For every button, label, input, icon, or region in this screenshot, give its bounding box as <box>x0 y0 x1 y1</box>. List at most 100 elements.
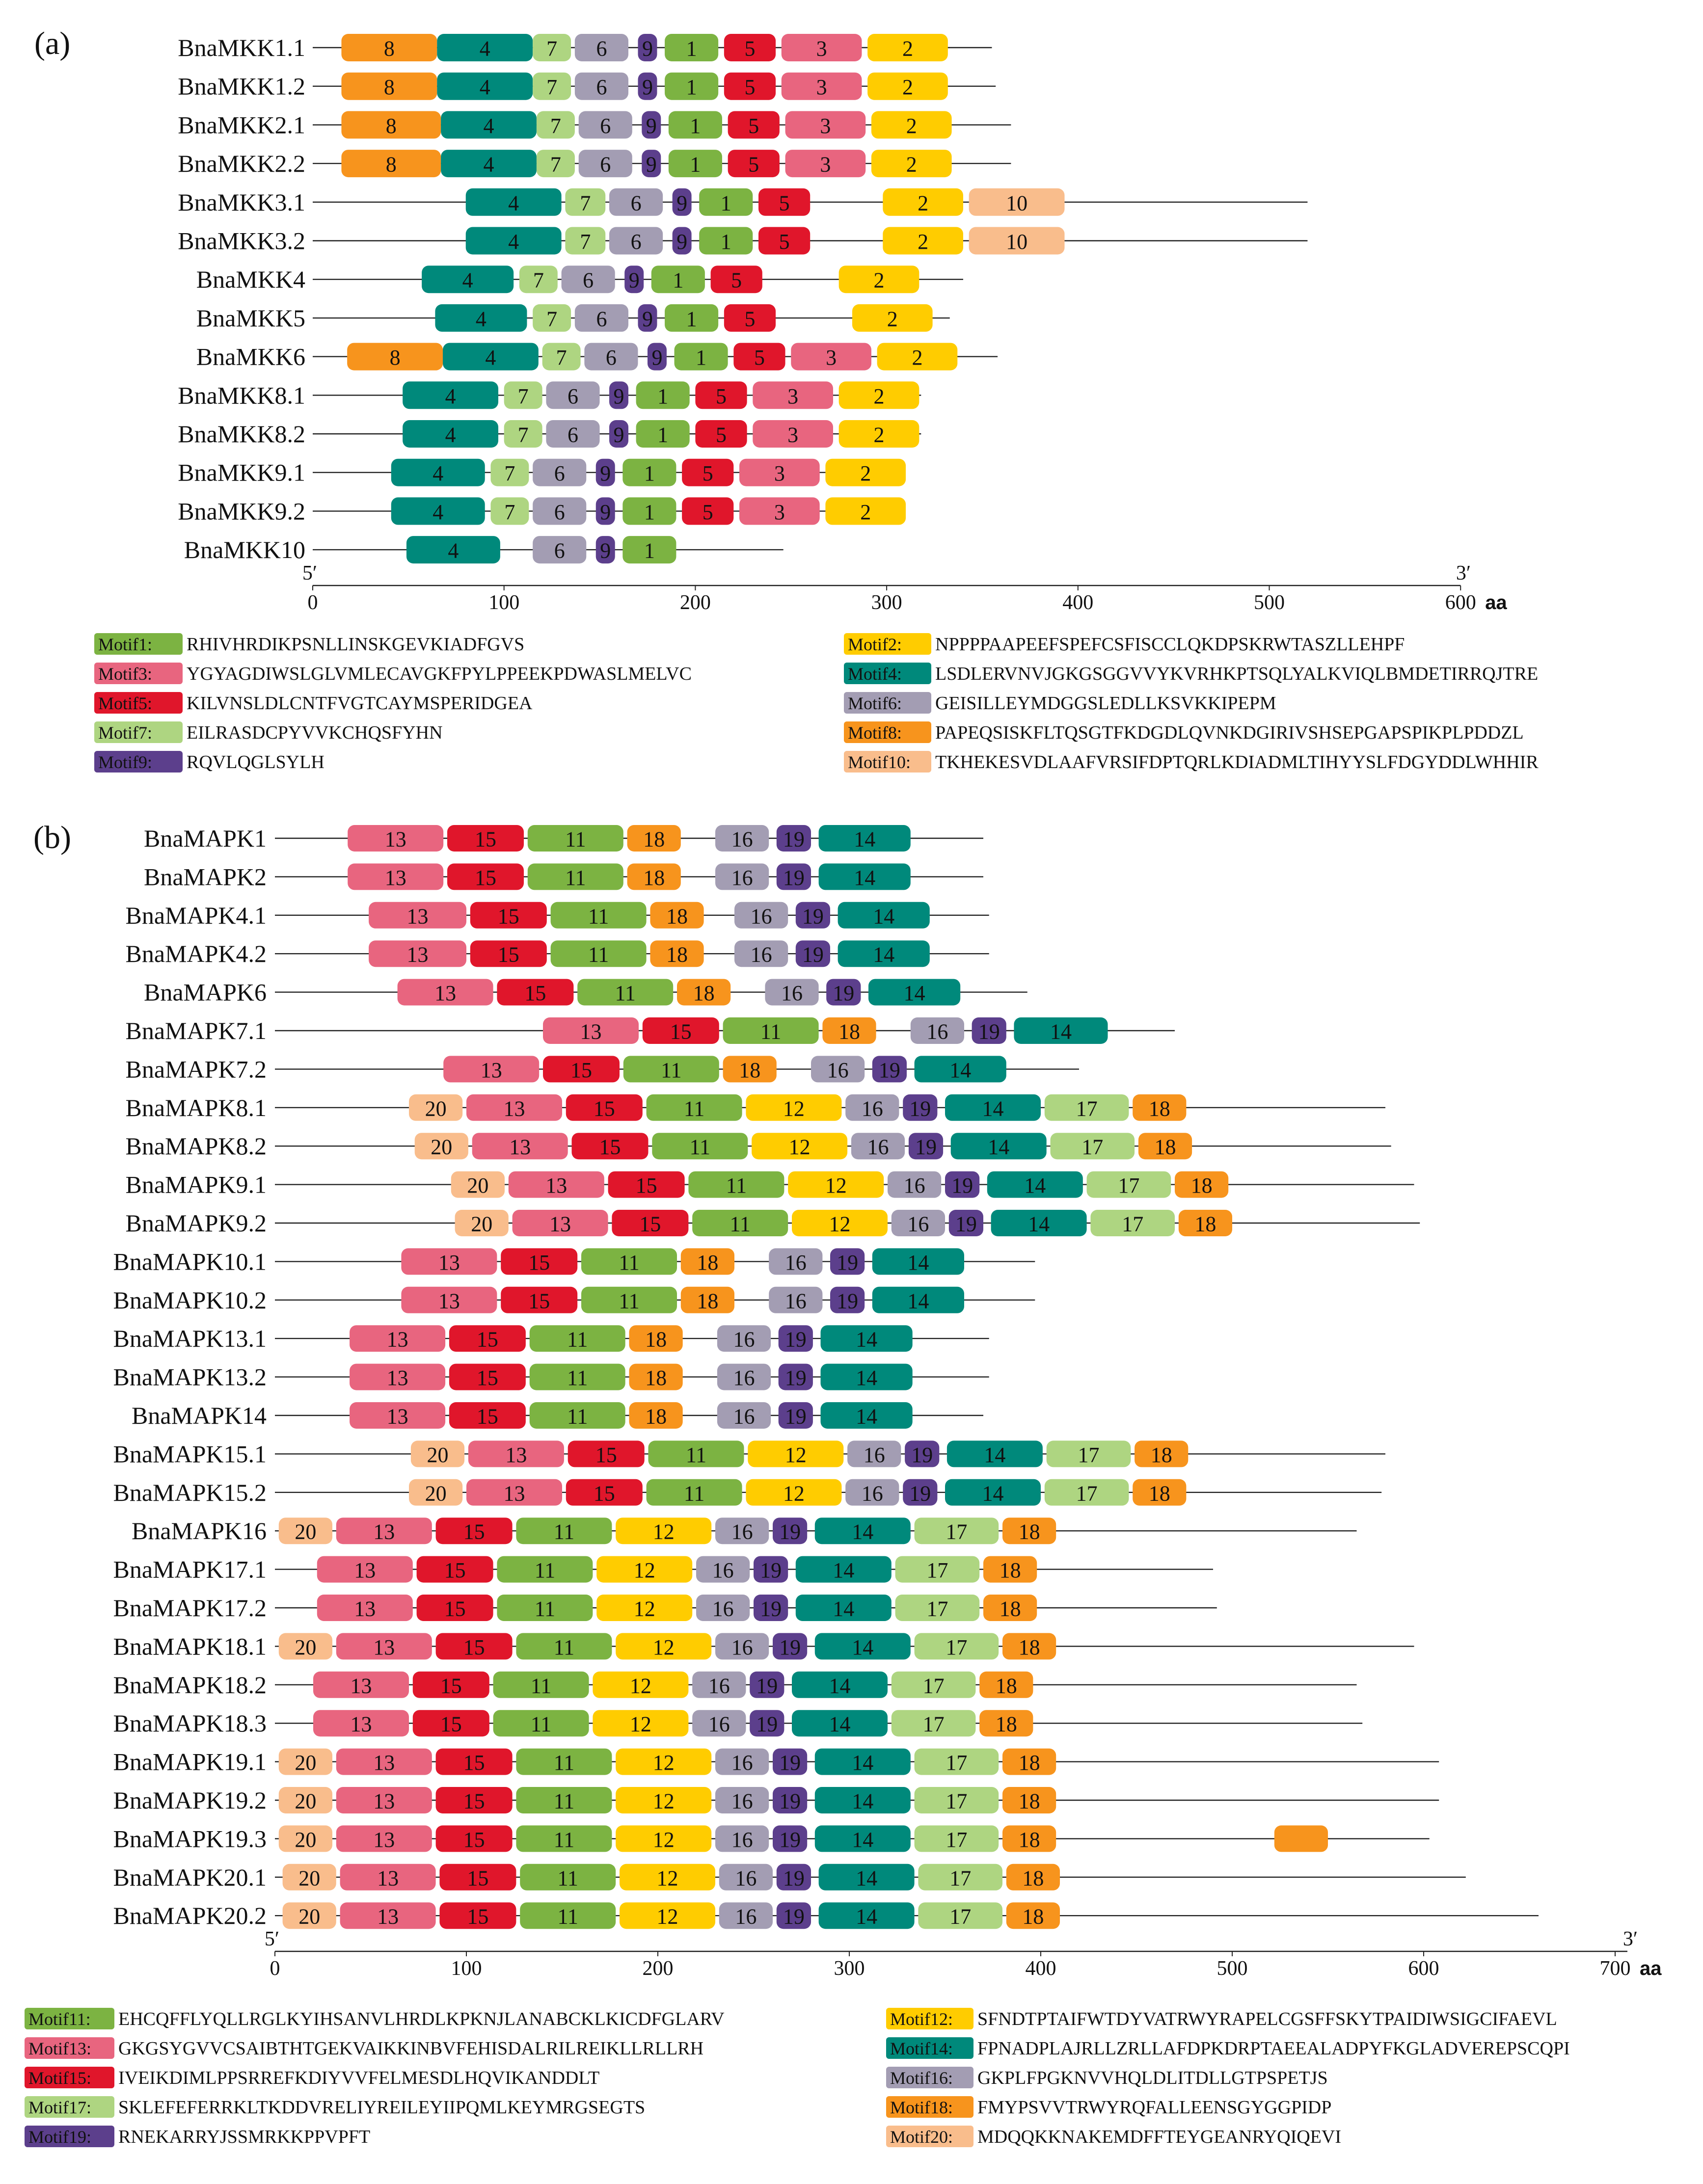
motif-9-label: 9 <box>651 346 662 370</box>
motif-11-label: 11 <box>588 943 609 967</box>
motif-4-label: 4 <box>476 307 487 331</box>
motif-4-box <box>403 381 499 409</box>
gene-row: BnaMKK3.2 4 7 6 9 1 5 2 10 <box>178 227 1308 255</box>
motif-2-box <box>838 266 919 293</box>
motif-17-label: 17 <box>946 1635 967 1659</box>
motif-15-box <box>447 825 524 852</box>
motif-17-box <box>891 1710 976 1737</box>
motif-20-box <box>410 1440 465 1467</box>
motif-2-box <box>883 227 963 255</box>
gene-row: BnaMAPK15.2 20 13 15 11 12 16 19 14 17 18 <box>113 1479 1382 1506</box>
legend-motif-name: Motif1: <box>98 635 152 654</box>
motif-19-label: 19 <box>783 866 805 890</box>
motif-11-box <box>688 1171 784 1198</box>
legend-item: Motif17: SKLEFEFERRKLTKDDVRELIYREILEYIIPQ… <box>25 2096 645 2118</box>
motif-16-box <box>851 1133 905 1160</box>
motif-15-box <box>470 940 547 967</box>
motif-16-box <box>715 1633 769 1660</box>
tick-label: 300 <box>871 591 902 614</box>
motif-20-box <box>278 1633 332 1660</box>
motif-17-label: 17 <box>949 1866 971 1890</box>
motif-12-box <box>616 1518 712 1545</box>
motif-17-label: 17 <box>926 1558 948 1582</box>
motif-15-box <box>568 1440 645 1467</box>
motif-1-label: 1 <box>686 307 697 331</box>
gene-row: BnaMKK3.1 4 7 6 9 1 5 2 10 <box>178 188 1308 216</box>
motif-1-label: 1 <box>644 539 655 563</box>
motif-2-box <box>877 343 958 371</box>
motif-20-box <box>278 1518 332 1545</box>
motif-4-box <box>441 150 537 178</box>
motif-12-box <box>792 1210 888 1236</box>
motif-8-label: 8 <box>384 75 395 99</box>
motif-20-label: 20 <box>425 1481 447 1505</box>
motif-12-box <box>752 1133 848 1160</box>
motif-15-label: 15 <box>444 1597 466 1621</box>
motif-15-box <box>435 1825 513 1852</box>
motif-15-label: 15 <box>477 1366 498 1390</box>
motif-9-label: 9 <box>646 114 657 138</box>
motif-15-box <box>566 1094 643 1121</box>
motif-8-label: 8 <box>386 114 397 138</box>
motif-15-label: 15 <box>440 1674 462 1698</box>
motif-13-box <box>336 1787 432 1813</box>
legend-item: Motif11: EHCQFFLYQLLRGLKYIHSANVLHRDLKPKNJ… <box>25 2008 725 2029</box>
legend-motif-seq: GKGSYGVVCSAIBTHTGEKVAIKKINBVFEHISDALRILR… <box>118 2038 703 2059</box>
legend-motif-name: Motif17: <box>28 2098 91 2117</box>
motif-13-label: 13 <box>580 1020 602 1044</box>
tick-label: 200 <box>643 1957 674 1980</box>
motif-6-box <box>574 304 629 332</box>
legend-item: Motif3: YGYAGDIWSLGLVMLECAVGKFPYLPPEEKPDW… <box>94 663 692 684</box>
motif-18-box <box>629 1402 683 1429</box>
motif-13-label: 13 <box>549 1212 571 1236</box>
legend-motif-seq: LSDLERVNVJGKGSGGVVYKVRHKPTSQLYALKVIQLBMD… <box>935 664 1538 684</box>
motif-16-label: 16 <box>712 1558 734 1582</box>
motif-18-box <box>677 979 731 1006</box>
motif-16-label: 16 <box>827 1058 849 1082</box>
motif-3-box <box>753 420 833 448</box>
motif-15-label: 15 <box>498 904 519 928</box>
motif-19-box <box>903 1479 938 1506</box>
motif-16-box <box>715 863 769 890</box>
motif-9-label: 9 <box>642 37 653 61</box>
motif-12-box <box>746 1094 842 1121</box>
gene-name: BnaMAPK4.2 <box>125 940 267 967</box>
motif-12-box <box>620 1902 715 1929</box>
motif-20-label: 20 <box>295 1789 316 1813</box>
motif-15-box <box>612 1210 689 1236</box>
motif-18-box <box>979 1671 1033 1698</box>
legend-swatch <box>844 721 931 743</box>
motif-9-box <box>638 72 657 100</box>
motif-1-box <box>636 420 690 448</box>
motif-6-box <box>533 497 587 525</box>
motif-18-box <box>680 1286 734 1313</box>
legend-swatch <box>25 2067 114 2088</box>
motif-15-box <box>416 1556 493 1583</box>
legend-motif-name: Motif6: <box>848 693 902 713</box>
legend-motif-name: Motif18: <box>890 2098 953 2117</box>
motif-19-label: 19 <box>879 1058 900 1082</box>
motif-6-box <box>574 72 629 100</box>
motif-13-box <box>508 1171 604 1198</box>
motif-17-label: 17 <box>946 1751 967 1775</box>
motif-19-box <box>830 1286 865 1313</box>
motif-20-box <box>409 1479 463 1506</box>
motif-15-label: 15 <box>477 1405 498 1429</box>
motif-19-box <box>773 1787 808 1813</box>
legend-swatch <box>844 692 931 714</box>
motif-1-label: 1 <box>657 423 668 447</box>
motif-14-box <box>820 1402 913 1429</box>
motif-14-box <box>814 1518 911 1545</box>
motif-14-label: 14 <box>829 1712 851 1736</box>
motif-19-label: 19 <box>802 904 824 928</box>
motif-4-label: 4 <box>484 114 494 138</box>
motif-18-box <box>1274 1825 1328 1852</box>
motif-4-label: 4 <box>508 230 519 254</box>
motif-15-label: 15 <box>570 1058 592 1082</box>
motif-7-label: 7 <box>504 500 515 524</box>
motif-9-box <box>609 420 629 448</box>
motif-12-box <box>596 1556 693 1583</box>
motif-13-box <box>317 1556 413 1583</box>
motif-19-label: 19 <box>911 1443 933 1467</box>
motif-5-box <box>733 343 785 371</box>
